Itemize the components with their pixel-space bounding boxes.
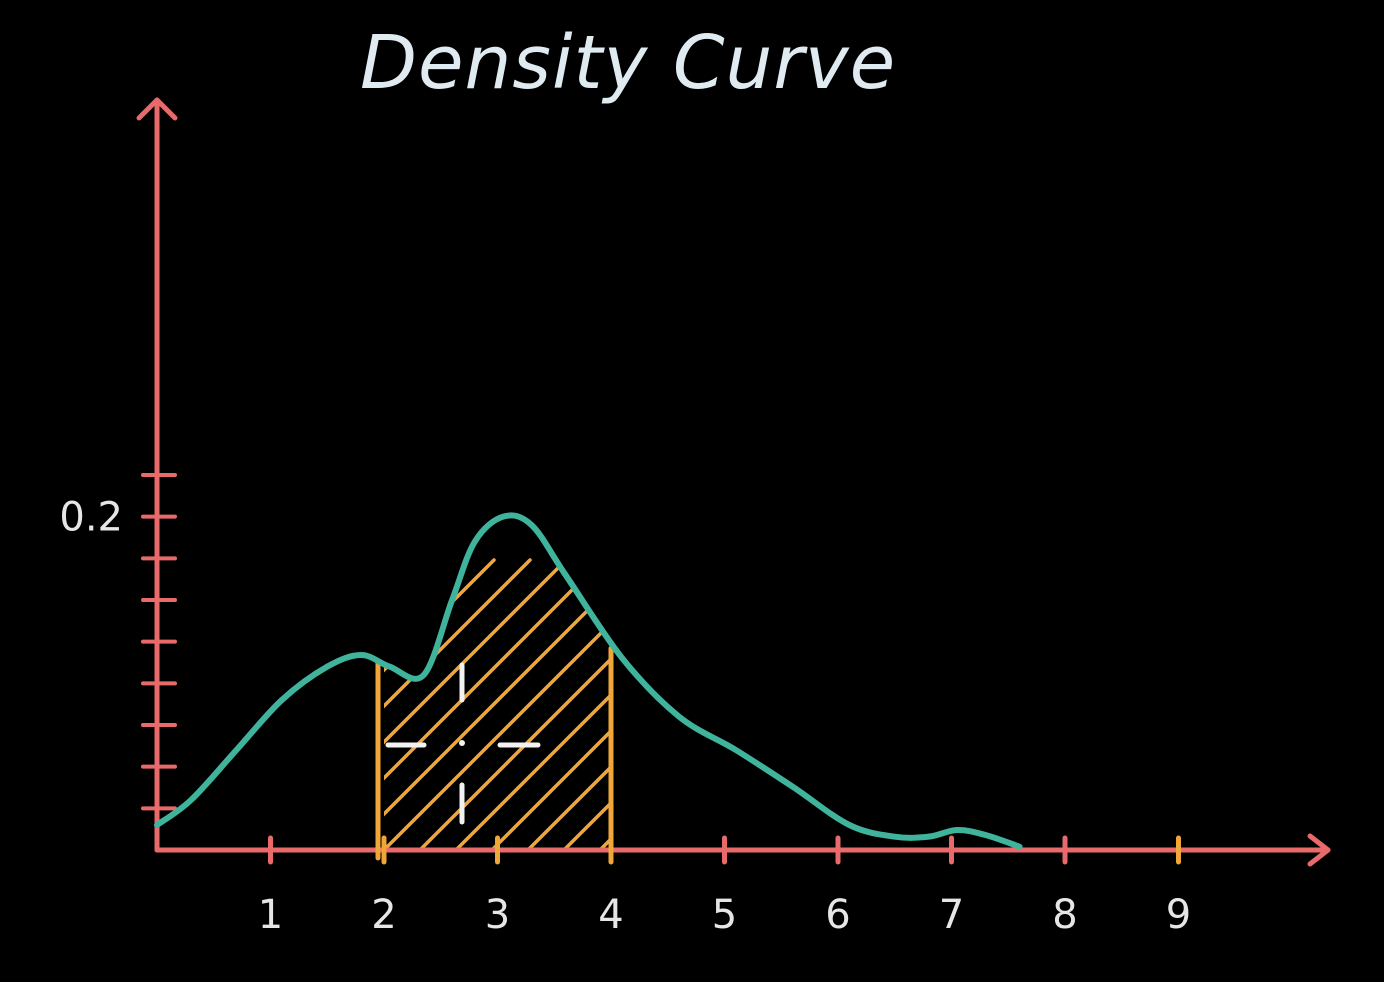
hatch-line [418, 558, 611, 850]
x-tick-label-6: 6 [825, 892, 850, 938]
hatch-line [744, 560, 1034, 850]
x-tick-label-4: 4 [598, 892, 623, 938]
x-tick-label-7: 7 [939, 892, 964, 938]
hatch-line [384, 558, 388, 850]
x-tick-label-1: 1 [258, 892, 283, 938]
y-axis-arrowhead [136, 97, 178, 121]
x-tick-label-5: 5 [712, 892, 737, 938]
hatch-line [384, 558, 611, 850]
crosshair-cursor-icon [385, 662, 541, 825]
hatch-line [816, 560, 1106, 850]
hatch-line [454, 558, 611, 850]
hatch-line [636, 560, 926, 850]
x-tick-label-9: 9 [1166, 892, 1191, 938]
hatch-line [490, 558, 611, 850]
y-tick-label-0.2: 0.2 [59, 495, 123, 541]
hatch-line [384, 558, 460, 850]
x-axis-ticks: 1 2 3 4 5 6 7 8 9 [258, 835, 1191, 938]
x-axis-arrowhead [1307, 833, 1331, 867]
hatch-line [384, 558, 604, 850]
hatch-line [852, 560, 1142, 850]
hatch-line [598, 558, 611, 850]
hatch-line [562, 558, 611, 850]
y-axis-ticks [141, 473, 177, 811]
hatch-line [526, 558, 611, 850]
x-tick-label-3: 3 [485, 892, 510, 938]
shaded-area-hatching [384, 558, 1142, 850]
hatch-line [384, 558, 568, 850]
x-tick-label-8: 8 [1052, 892, 1077, 938]
x-tick-label-2: 2 [371, 892, 396, 938]
chart-title: Density Curve [360, 20, 896, 106]
hatch-line [384, 558, 532, 850]
hatch-lines [384, 558, 1142, 850]
density-curve-line [154, 512, 1023, 850]
hatch-line [384, 558, 611, 850]
hatch-line [708, 560, 998, 850]
